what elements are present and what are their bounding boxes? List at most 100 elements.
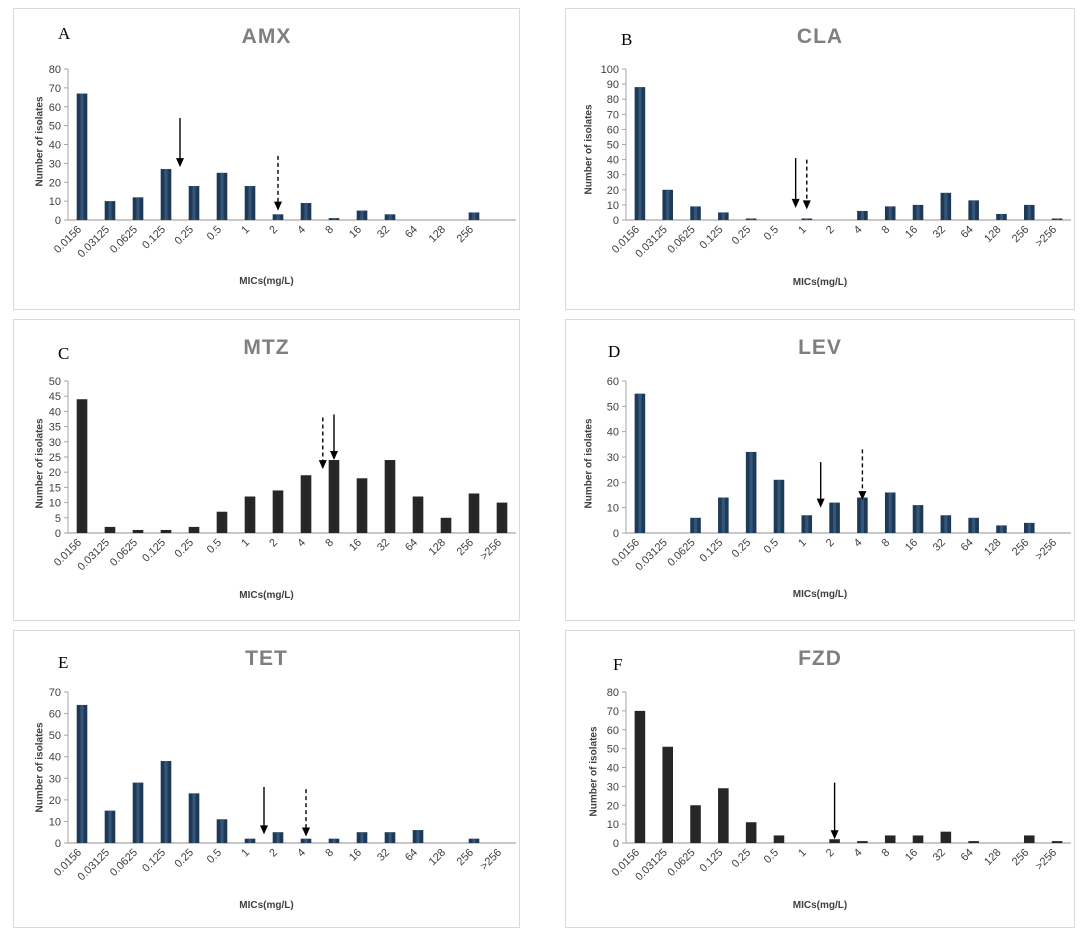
x-tick-label: 0.5: [205, 847, 224, 866]
x-tick-label: >256: [478, 847, 504, 873]
bar: [216, 819, 228, 843]
y-tick-label: 40: [49, 752, 61, 764]
solid-arrow: [260, 786, 268, 835]
x-tick-label: >256: [1033, 537, 1059, 563]
x-tick-label: >256: [1033, 847, 1059, 873]
x-tick-label: 0.5: [762, 224, 781, 243]
bar: [468, 838, 480, 843]
chart-panel-d: D LEV Number of isolates MICs(mg/L) 0 10 2…: [565, 319, 1075, 621]
bar: [104, 810, 116, 843]
x-tick-label: 32: [931, 537, 948, 554]
solid-arrow: [816, 462, 825, 508]
bar-highlight: [693, 206, 698, 220]
x-tick-label: 32: [931, 224, 948, 241]
x-tick-label: 8: [880, 537, 893, 550]
bar: [188, 526, 200, 533]
bar-highlight: [805, 515, 809, 533]
x-tick-label: 64: [959, 224, 976, 241]
bar: [912, 835, 924, 843]
dashed-arrow: [318, 417, 327, 470]
bar: [773, 835, 785, 843]
x-tick-label: 4: [852, 847, 865, 860]
chart-title: AMX: [241, 25, 292, 48]
y-tick-label: 30: [607, 452, 619, 464]
x-tick-label: 64: [403, 847, 420, 864]
bar: [440, 517, 452, 533]
x-tick-label: 8: [323, 847, 336, 860]
x-tick-label: 8: [323, 224, 336, 237]
bar-highlight: [999, 525, 1004, 533]
bar: [968, 200, 979, 220]
bar: [690, 206, 701, 220]
bar: [718, 497, 729, 533]
bar: [356, 210, 368, 220]
y-tick-label: 50: [49, 730, 61, 742]
bar-highlight: [860, 210, 864, 220]
bar-highlight: [999, 213, 1004, 220]
arrow-head: [302, 827, 310, 837]
bar: [244, 838, 256, 843]
x-tick-label: 0.5: [762, 847, 781, 866]
y-tick-label: 30: [607, 170, 619, 182]
panel-letter: E: [58, 653, 69, 672]
x-tick-label: 1: [796, 847, 809, 860]
bar-highlight: [416, 830, 420, 843]
bar: [384, 460, 396, 533]
bar: [912, 505, 924, 533]
y-tick-label: 15: [49, 482, 61, 494]
bar: [328, 460, 340, 533]
bar-highlight: [1055, 218, 1059, 220]
y-tick-label: 35: [49, 422, 61, 434]
bar: [300, 838, 312, 843]
y-tick-label: 0: [55, 215, 61, 227]
bar: [996, 213, 1007, 220]
y-tick-label: 40: [607, 763, 619, 775]
bar-highlight: [248, 186, 252, 220]
bar: [76, 399, 88, 533]
x-tick-label: 0.25: [730, 847, 754, 871]
x-tick-label: 2: [267, 224, 280, 237]
x-tick-label: 4: [295, 224, 308, 237]
panel-letter: C: [58, 344, 70, 363]
bar-highlight: [916, 204, 920, 220]
bar-chart-cla: 01020304050607080901000.01560.031250.062…: [601, 64, 1071, 260]
y-tick-label: 60: [607, 124, 619, 136]
bar-highlight: [1027, 204, 1031, 220]
x-tick-label: 32: [375, 537, 392, 554]
chart-panel-a: A AMX Number of isolates MICs(mg/L) 0 10 2…: [13, 8, 520, 310]
solid-arrow: [791, 158, 800, 208]
bar: [468, 493, 480, 533]
arrow-head: [816, 498, 825, 508]
bar-highlight: [360, 832, 364, 843]
bar-highlight: [666, 189, 670, 220]
bar: [384, 214, 396, 220]
bar: [745, 822, 757, 843]
bar: [216, 172, 228, 220]
bar: [132, 529, 144, 533]
y-tick-label: 60: [49, 102, 61, 114]
bar-highlight: [360, 210, 364, 220]
y-tick-label: 0: [55, 528, 61, 540]
x-tick-label: 2: [267, 537, 280, 550]
bar: [745, 451, 757, 533]
x-tick-label: 0.0625: [108, 847, 140, 879]
y-tick-label: 20: [607, 185, 619, 197]
bar: [884, 492, 896, 533]
bar: [718, 788, 729, 843]
y-tick-label: 50: [607, 744, 619, 756]
bar: [940, 192, 952, 220]
bar: [857, 841, 868, 843]
dashed-arrow: [802, 159, 811, 210]
y-tick-label: 30: [49, 158, 61, 170]
y-tick-label: 60: [607, 376, 619, 388]
chart-title: FZD: [798, 647, 842, 670]
bar-highlight: [332, 838, 336, 843]
arrow-head: [274, 201, 282, 211]
bar-highlight: [472, 212, 476, 220]
y-tick-label: 5: [55, 513, 61, 525]
y-tick-label: 10: [49, 498, 61, 510]
x-tick-label: 4: [295, 847, 308, 860]
y-tick-label: 30: [49, 437, 61, 449]
bar-highlight: [638, 393, 642, 533]
